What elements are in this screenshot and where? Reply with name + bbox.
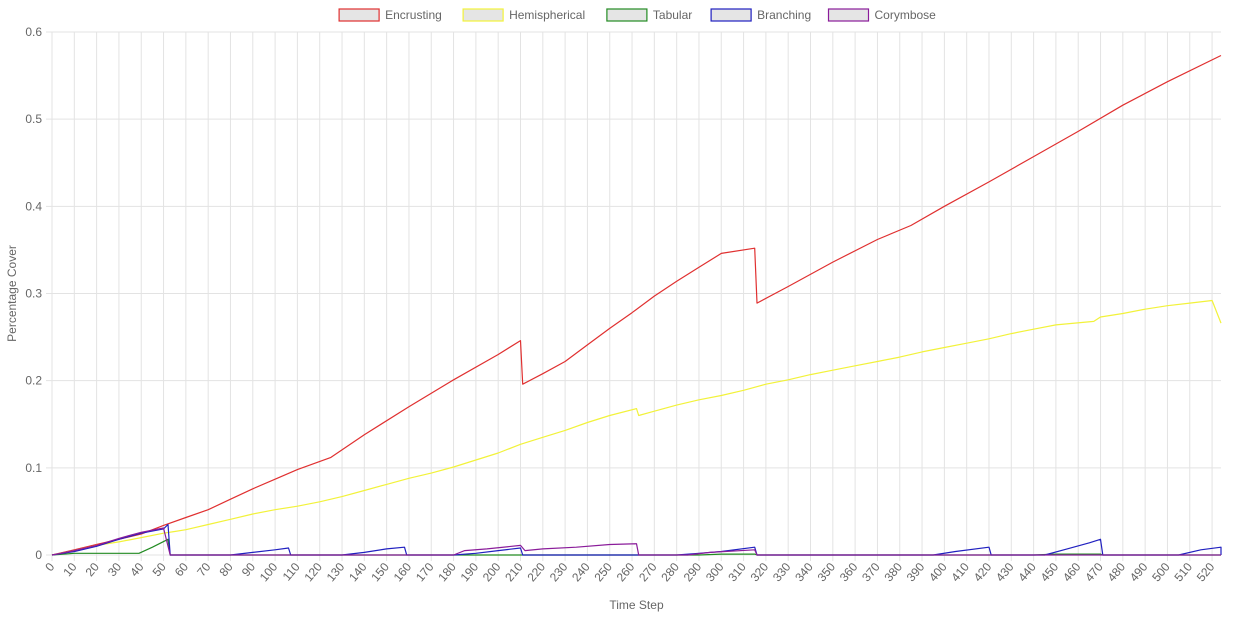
y-tick-label: 0.5 bbox=[25, 112, 42, 126]
x-tick-label: 260 bbox=[614, 560, 638, 585]
x-tick-label: 350 bbox=[815, 560, 839, 585]
y-tick-label: 0.6 bbox=[25, 25, 42, 39]
x-tick-label: 370 bbox=[859, 560, 883, 585]
x-tick-label: 150 bbox=[368, 560, 392, 585]
y-axis-tick-labels: 0 0.1 0.2 0.3 0.4 0.5 0.6 bbox=[25, 25, 42, 562]
legend-label: Corymbose bbox=[875, 8, 937, 22]
x-tick-label: 470 bbox=[1082, 560, 1106, 585]
x-tick-label: 300 bbox=[703, 560, 727, 585]
legend-label: Hemispherical bbox=[509, 8, 585, 22]
legend-item-tabular[interactable]: Tabular bbox=[606, 8, 692, 22]
x-tick-label: 70 bbox=[194, 560, 214, 579]
x-tick-label: 490 bbox=[1127, 560, 1151, 585]
x-tick-label: 330 bbox=[770, 560, 794, 585]
x-tick-label: 340 bbox=[792, 560, 816, 585]
x-tick-label: 90 bbox=[239, 560, 259, 579]
legend-swatch bbox=[710, 8, 752, 22]
x-tick-label: 280 bbox=[658, 560, 682, 585]
y-axis-title: Percentage Cover bbox=[5, 245, 19, 342]
y-tick-label: 0.3 bbox=[25, 287, 42, 301]
x-tick-label: 140 bbox=[346, 560, 370, 585]
x-tick-label: 360 bbox=[837, 560, 861, 585]
x-tick-label: 210 bbox=[502, 560, 526, 585]
legend-label: Branching bbox=[757, 8, 811, 22]
x-tick-label: 250 bbox=[591, 560, 615, 585]
x-tick-label: 30 bbox=[105, 560, 125, 579]
x-tick-label: 310 bbox=[725, 560, 749, 585]
y-tick-label: 0.1 bbox=[25, 461, 42, 475]
x-tick-label: 380 bbox=[881, 560, 905, 585]
x-tick-label: 20 bbox=[83, 560, 103, 579]
series-line-encrusting bbox=[51, 54, 1222, 556]
series-line-tabular bbox=[51, 538, 1221, 556]
series-line-corymbose bbox=[51, 527, 1221, 556]
x-tick-label: 100 bbox=[257, 560, 281, 585]
series-lines bbox=[51, 54, 1222, 556]
x-axis-title: Time Step bbox=[609, 598, 664, 612]
x-tick-label: 500 bbox=[1149, 560, 1173, 585]
x-tick-label: 320 bbox=[748, 560, 772, 585]
x-tick-label: 430 bbox=[993, 560, 1017, 585]
y-tick-label: 0 bbox=[35, 548, 42, 562]
x-tick-label: 510 bbox=[1171, 560, 1195, 585]
x-tick-label: 230 bbox=[547, 560, 571, 585]
legend-label: Encrusting bbox=[385, 8, 442, 22]
x-tick-label: 190 bbox=[458, 560, 482, 585]
legend-swatch bbox=[462, 8, 504, 22]
x-tick-label: 160 bbox=[391, 560, 415, 585]
legend-item-encrusting[interactable]: Encrusting bbox=[338, 8, 442, 22]
x-tick-label: 180 bbox=[435, 560, 459, 585]
x-tick-label: 420 bbox=[971, 560, 995, 585]
legend-item-corymbose[interactable]: Corymbose bbox=[827, 8, 937, 22]
x-tick-label: 50 bbox=[150, 560, 170, 579]
x-tick-label: 110 bbox=[280, 560, 303, 584]
x-tick-label: 460 bbox=[1060, 560, 1084, 585]
x-tick-label: 480 bbox=[1105, 560, 1129, 585]
x-tick-label: 120 bbox=[301, 560, 325, 585]
x-tick-label: 200 bbox=[480, 560, 504, 585]
x-tick-label: 440 bbox=[1015, 560, 1039, 585]
x-tick-label: 170 bbox=[413, 560, 437, 585]
x-tick-label: 240 bbox=[569, 560, 593, 585]
x-tick-label: 80 bbox=[216, 560, 236, 579]
series-line-branching bbox=[51, 523, 1222, 556]
x-tick-label: 290 bbox=[681, 560, 705, 585]
x-tick-label: 40 bbox=[127, 560, 147, 579]
x-tick-label: 0 bbox=[42, 560, 57, 574]
x-tick-label: 60 bbox=[172, 560, 192, 579]
series-line-hemispherical bbox=[51, 299, 1222, 556]
x-tick-label: 10 bbox=[60, 560, 80, 579]
legend-label: Tabular bbox=[653, 8, 692, 22]
legend-swatch bbox=[338, 8, 380, 22]
x-tick-label: 410 bbox=[948, 560, 972, 585]
x-tick-label: 400 bbox=[926, 560, 950, 585]
x-tick-label: 220 bbox=[524, 560, 548, 585]
y-tick-label: 0.4 bbox=[25, 199, 42, 213]
x-tick-label: 520 bbox=[1194, 560, 1218, 585]
x-tick-label: 270 bbox=[636, 560, 660, 585]
x-tick-label: 130 bbox=[324, 560, 348, 585]
legend: Encrusting Hemispherical Tabular Branching C… bbox=[338, 8, 937, 22]
x-tick-label: 390 bbox=[904, 560, 928, 585]
legend-item-hemispherical[interactable]: Hemispherical bbox=[462, 8, 585, 22]
legend-item-branching[interactable]: Branching bbox=[710, 8, 811, 22]
legend-swatch bbox=[827, 8, 870, 22]
x-tick-label: 450 bbox=[1038, 560, 1062, 585]
grid-lines bbox=[46, 31, 1221, 561]
legend-swatch bbox=[606, 8, 648, 22]
y-tick-label: 0.2 bbox=[25, 374, 42, 388]
